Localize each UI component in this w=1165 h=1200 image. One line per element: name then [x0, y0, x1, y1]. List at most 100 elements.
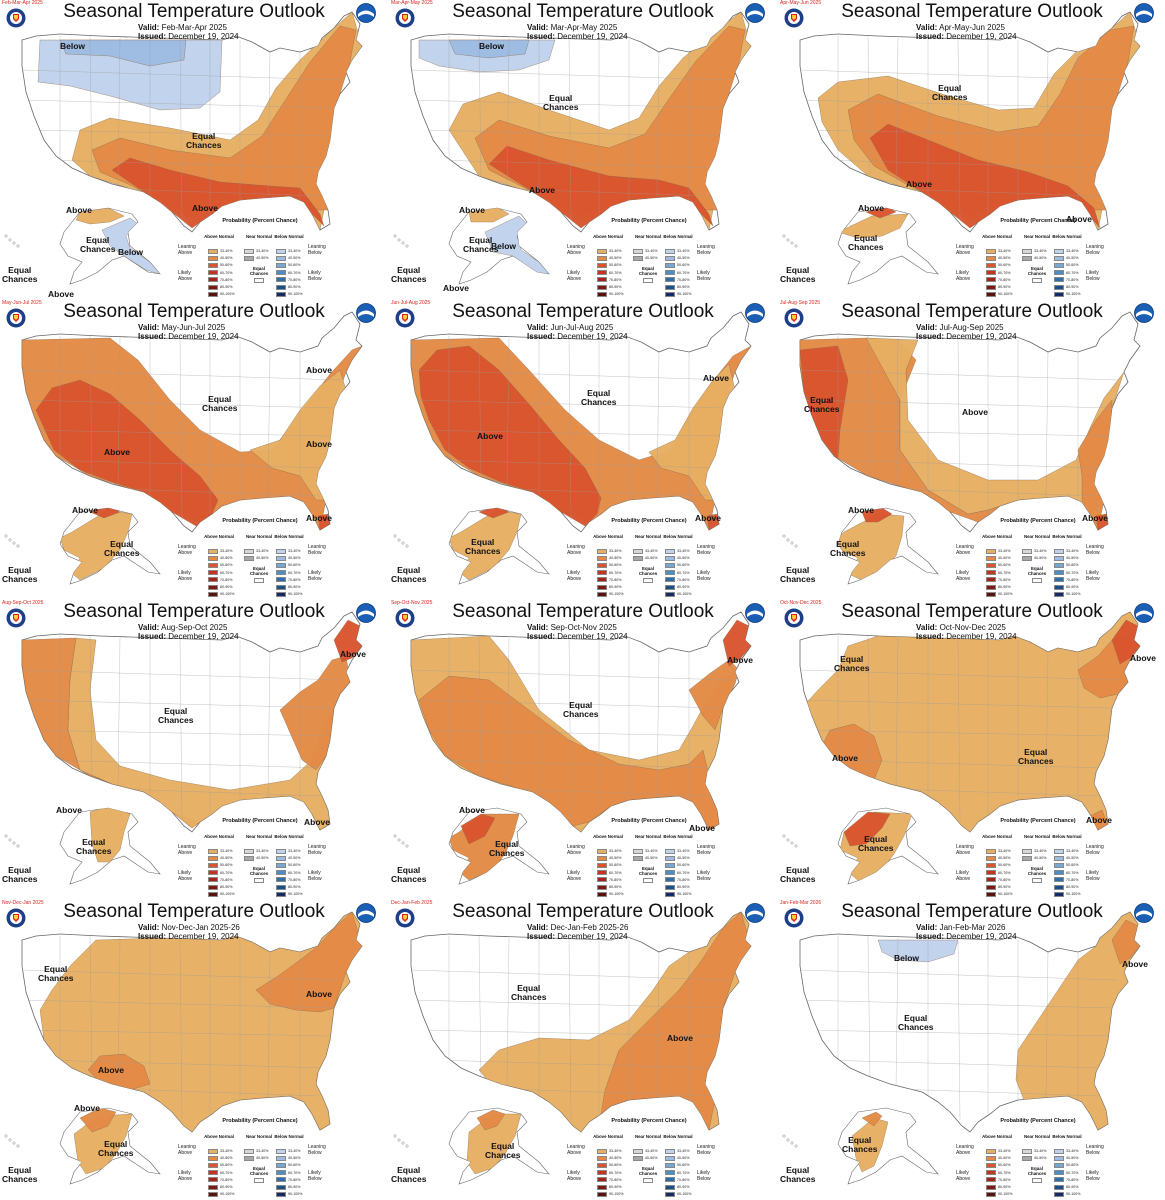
legend-leaning-above: Leaning Above [956, 244, 974, 256]
legend-below-swatch: 70-80% [665, 877, 689, 883]
legend-near-swatch: 40-50% [633, 1155, 657, 1161]
legend-equal-chances-swatch [254, 878, 264, 883]
legend-above-swatch: 80-90% [208, 284, 232, 290]
legend-equal-chances: Equal Chances [249, 1166, 269, 1176]
legend-above-swatch: 90-100% [208, 891, 234, 897]
legend-col-above: Above Normal [593, 534, 623, 539]
legend-below-swatch: 70-80% [665, 277, 689, 283]
valid-value: May-Jun-Jul 2025 [161, 323, 226, 332]
legend-title: Probability (Percent Chance) [1000, 1118, 1076, 1124]
hawaii-island [794, 844, 798, 848]
issued-date: Issued: December 19, 2024 [138, 632, 239, 641]
region-label: Below [479, 41, 505, 51]
legend-above-swatch: 60-70% [208, 1170, 232, 1176]
nws-logo-icon [784, 608, 804, 628]
legend-likely-below: Likely Below [308, 570, 322, 582]
legend-above-swatch: 60-70% [986, 1170, 1010, 1176]
legend-below-swatch: 90-100% [276, 291, 302, 297]
legend-above-swatch: 50-60% [208, 562, 232, 568]
legend-below-swatch: 50-60% [276, 862, 300, 868]
legend-equal-chances-swatch [1032, 578, 1042, 583]
hawaii-island [12, 841, 16, 845]
issued-value: December 19, 2024 [168, 932, 239, 941]
legend-above-swatch: 80-90% [986, 884, 1010, 890]
region-label: Equal Chances [780, 565, 816, 584]
noaa-logo-icon [745, 303, 765, 323]
region-label: Below [118, 247, 144, 257]
valid-period: Valid: Apr-May-Jun 2025 [916, 23, 1005, 32]
legend-col-below: Below Normal [663, 834, 693, 839]
region-label: Equal Chances [2, 1165, 38, 1184]
legend-title: Probability (Percent Chance) [222, 818, 298, 824]
issued-value: December 19, 2024 [557, 332, 628, 341]
hawaii-island [786, 838, 790, 842]
valid-period: Valid: Nov-Dec-Jan 2025-26 [138, 923, 240, 932]
legend-below-swatch: 90-100% [665, 291, 691, 297]
legend-below-swatch: 33-40% [665, 1148, 689, 1154]
region-label: Below [894, 953, 920, 963]
region-label: Above [906, 179, 932, 189]
legend-below-swatch: 80-90% [276, 284, 300, 290]
issued-label: Issued: [916, 932, 945, 941]
legend-below-swatch: 33-40% [1054, 248, 1078, 254]
outlook-map [393, 11, 752, 285]
legend-equal-chances-swatch [254, 278, 264, 283]
noaa-logo-icon [1134, 3, 1154, 23]
legend-above-swatch: 33-40% [208, 848, 232, 854]
legend-col-near: Near Normal [245, 534, 273, 539]
legend-below-swatch: 70-80% [665, 577, 689, 583]
legend-col-below: Below Normal [274, 1134, 304, 1139]
valid-label: Valid: [138, 623, 160, 632]
legend-above-swatch: 40-50% [597, 855, 621, 861]
region-label: Above [66, 205, 92, 215]
outlook-map [4, 911, 363, 1185]
legend-col-below: Below Normal [1052, 234, 1082, 239]
legend-below-swatch: 80-90% [665, 284, 689, 290]
legend-near-swatch: 40-50% [244, 1155, 268, 1161]
legend-near-swatch: 40-50% [633, 255, 657, 261]
outlook-panel-fma: Seasonal Temperature Outlook Feb-Mar-Apr … [0, 0, 388, 300]
hawaii-island [782, 834, 786, 838]
legend-title: Probability (Percent Chance) [611, 1118, 687, 1124]
probability-region [79, 1108, 117, 1133]
legend-above-swatch: 70-80% [597, 577, 621, 583]
issued-date: Issued: December 19, 2024 [527, 932, 628, 941]
outlook-title: Seasonal Temperature Outlook [452, 901, 714, 922]
hawaii-island [16, 244, 20, 248]
legend-below-swatch: 70-80% [1054, 877, 1078, 883]
legend-below-swatch: 80-90% [665, 884, 689, 890]
region-label: Equal Chances [202, 394, 238, 413]
issued-label: Issued: [527, 332, 556, 341]
valid-period: Valid: Feb-Mar-Apr 2025 [138, 23, 227, 32]
legend-equal-chances: Equal Chances [638, 566, 658, 576]
legend-above-swatch: 33-40% [597, 248, 621, 254]
legend-above-swatch: 33-40% [986, 248, 1010, 254]
legend-above-swatch: 70-80% [986, 1177, 1010, 1183]
outlook-map [4, 611, 363, 885]
issued-value: December 19, 2024 [946, 632, 1017, 641]
probability-legend: Probability (Percent Chance) Above Normal… [954, 816, 1164, 900]
legend-leaning-above: Leaning Above [567, 1144, 585, 1156]
legend-col-above: Above Normal [593, 834, 623, 839]
outlook-title: Seasonal Temperature Outlook [841, 301, 1103, 322]
legend-likely-below: Likely Below [697, 570, 711, 582]
probability-region [418, 345, 602, 527]
legend-leaning-below: Leaning Below [1086, 244, 1104, 256]
probability-legend: Probability (Percent Chance) Above Normal… [565, 516, 775, 600]
valid-label: Valid: [138, 923, 160, 932]
hawaii-island [790, 241, 794, 245]
legend-col-below: Below Normal [274, 534, 304, 539]
region-label: Equal Chances [848, 233, 884, 252]
outlook-map [393, 311, 752, 585]
region-label: Above [340, 649, 366, 659]
legend-above-swatch: 40-50% [986, 555, 1010, 561]
legend-below-swatch: 70-80% [276, 277, 300, 283]
outlook-period-caption: May-Jun-Jul 2025 [2, 300, 42, 306]
legend-below-swatch: 33-40% [1054, 1148, 1078, 1154]
valid-period: Valid: Mar-Apr-May 2025 [527, 23, 617, 32]
legend-col-above: Above Normal [982, 834, 1012, 839]
hawaii-island [794, 544, 798, 548]
legend-likely-below: Likely Below [308, 870, 322, 882]
legend-above-swatch: 90-100% [208, 591, 234, 597]
legend-col-near: Near Normal [1023, 1134, 1051, 1139]
